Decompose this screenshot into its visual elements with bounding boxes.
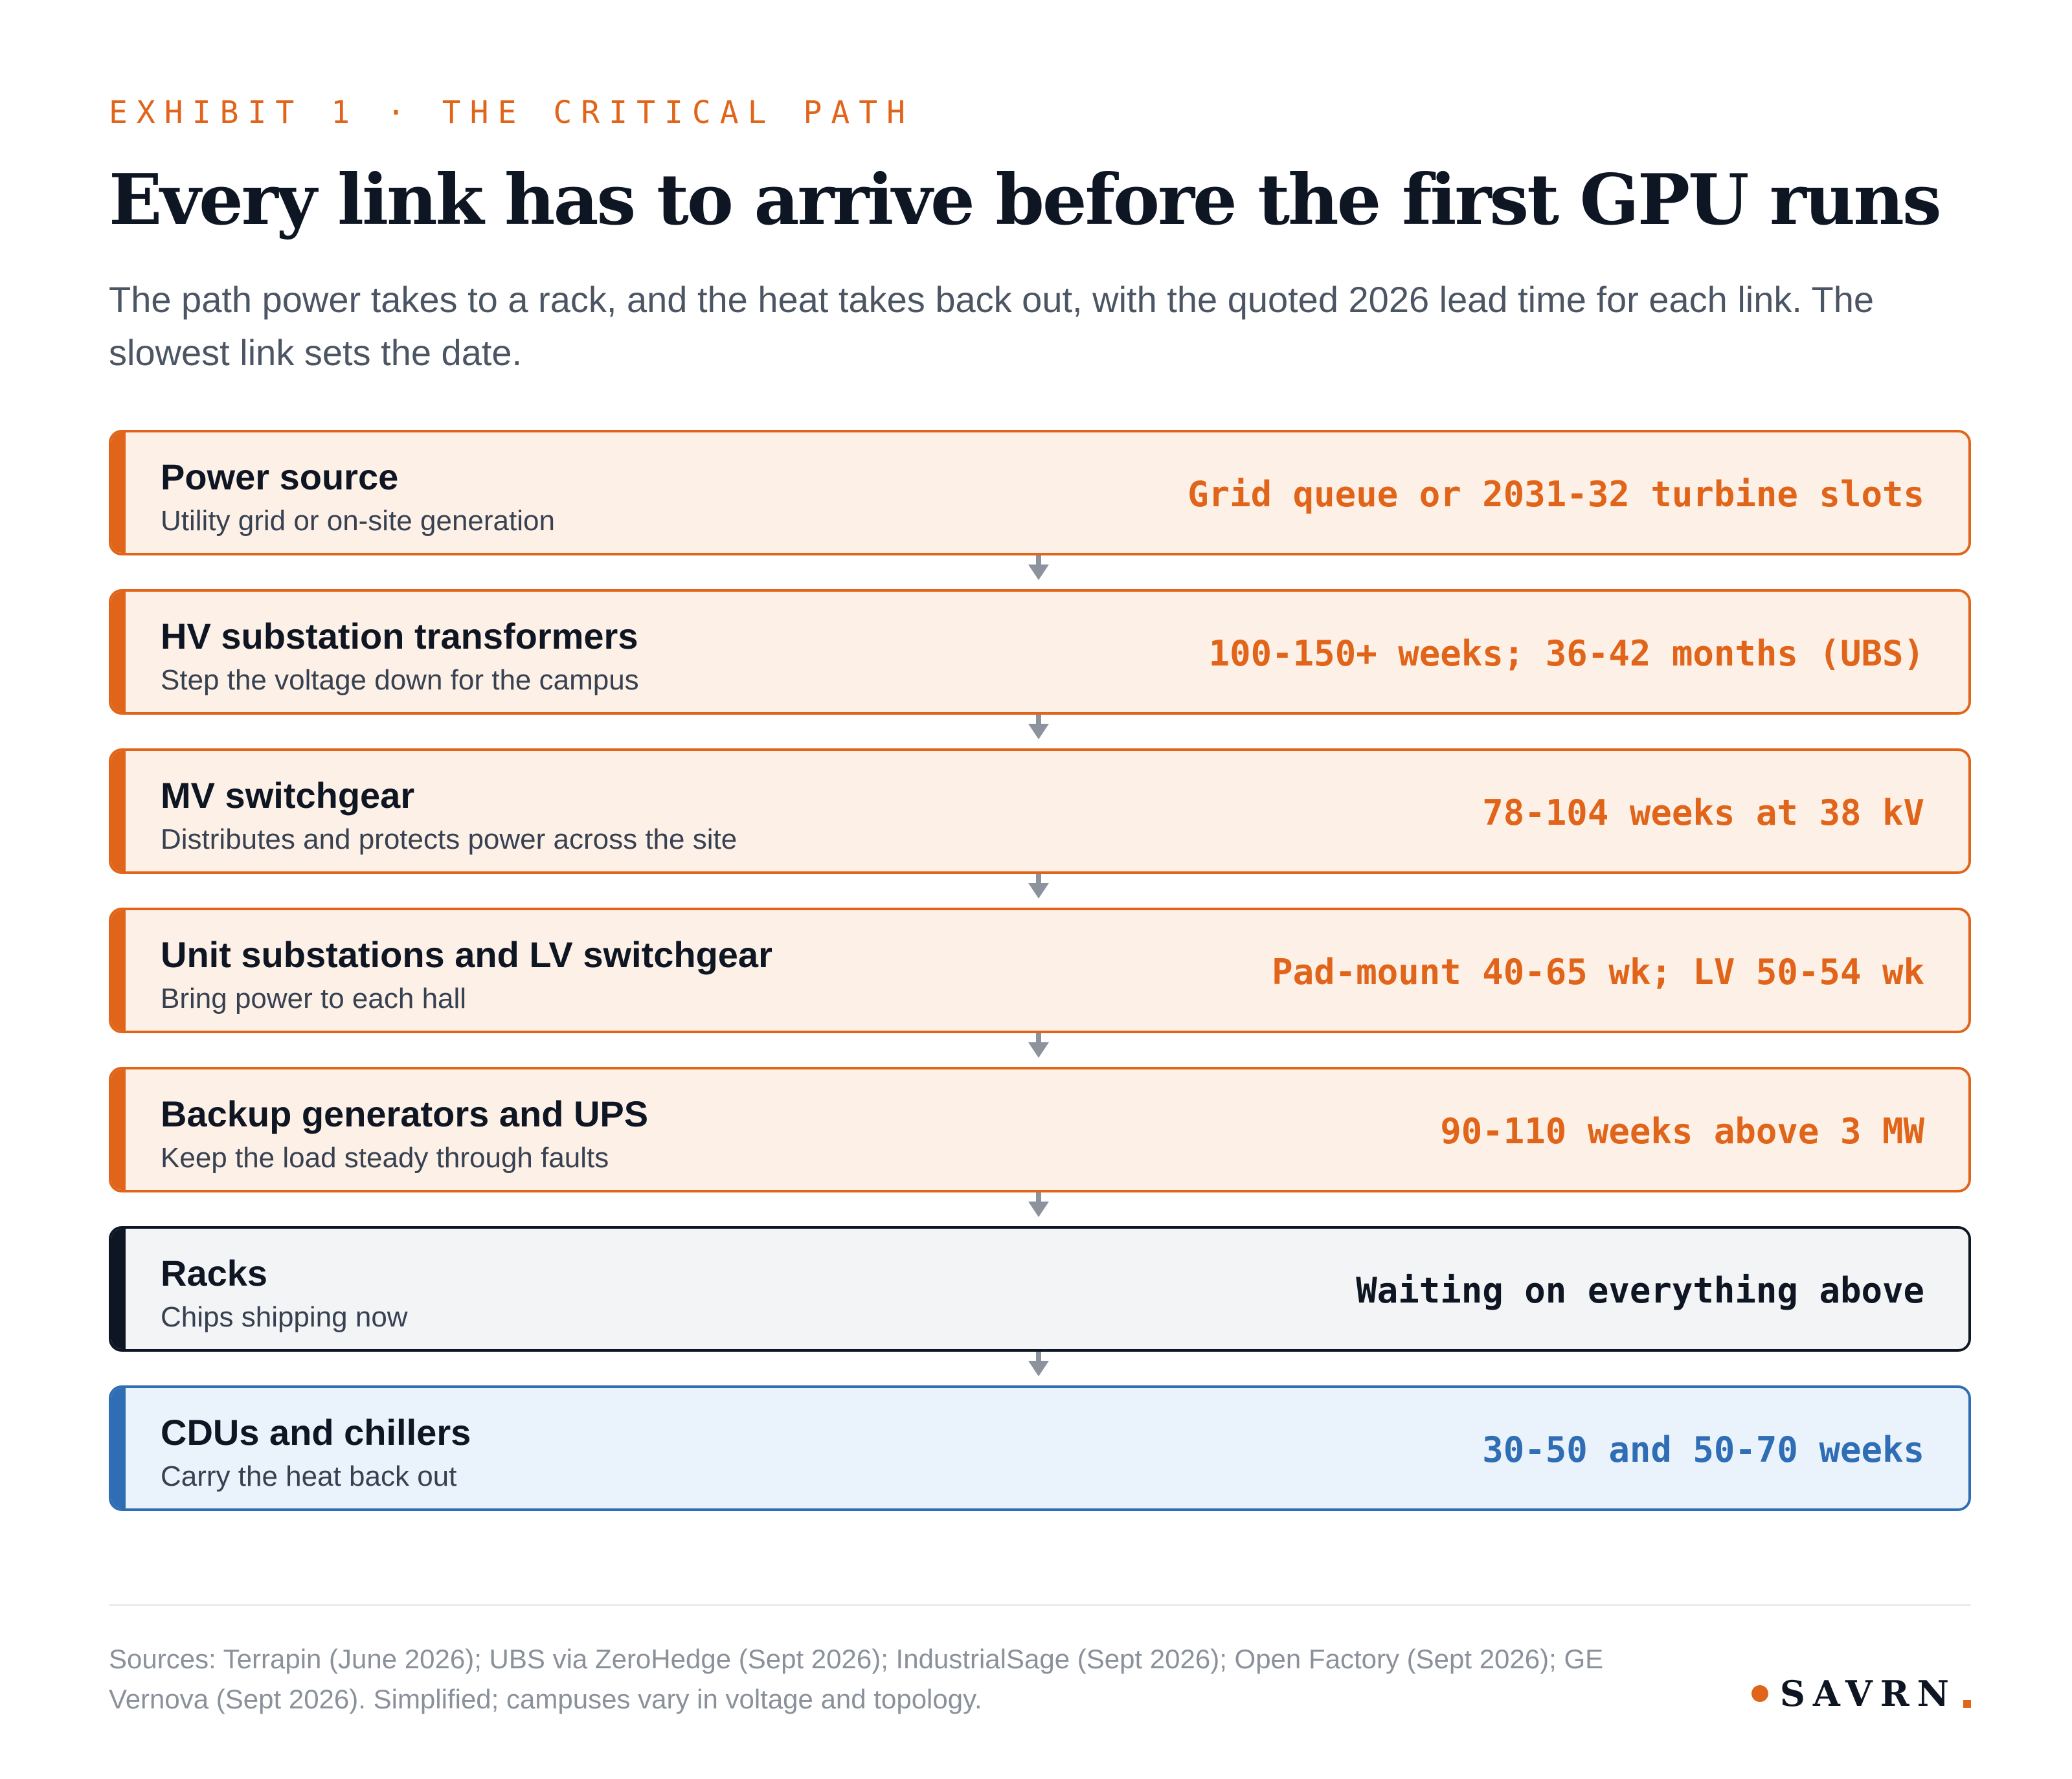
step-cdus-chillers: CDUs and chillers Carry the heat back ou… (109, 1385, 1971, 1511)
sources-note: Sources: Terrapin (June 2026); UBS via Z… (109, 1644, 1604, 1714)
accent-bar (111, 910, 126, 1031)
step-lead-time: Grid queue or 2031-32 turbine slots (1188, 474, 1924, 515)
step-description: Carry the heat back out (161, 1460, 457, 1492)
eyebrow: EXHIBIT 1 · THE CRITICAL PATH (109, 95, 915, 131)
step-lead-time: Pad-mount 40-65 wk; LV 50-54 wk (1272, 952, 1924, 992)
step-label: MV switchgear (161, 775, 415, 816)
step-description: Step the voltage down for the campus (161, 664, 639, 696)
step-lead-time: 78-104 weeks at 38 kV (1482, 792, 1924, 833)
down-arrow-icon (1024, 1192, 1053, 1217)
step-label: CDUs and chillers (161, 1412, 471, 1453)
accent-bar (111, 432, 126, 553)
dot-icon (1751, 1685, 1768, 1702)
step-unit-substations: Unit substations and LV switchgear Bring… (109, 908, 1971, 1033)
brand-logo: SAVRN (1751, 1673, 1971, 1714)
step-description: Keep the load steady through faults (161, 1142, 609, 1174)
step-lead-time: 30-50 and 50-70 weeks (1482, 1429, 1924, 1470)
accent-bar (111, 592, 126, 712)
down-arrow-icon (1024, 555, 1053, 580)
step-label: Racks (161, 1253, 268, 1293)
brand-period (1963, 1700, 1971, 1708)
step-racks: Racks Chips shipping now Waiting on ever… (109, 1226, 1971, 1352)
down-arrow-icon (1024, 715, 1053, 739)
step-description: Distributes and protects power across th… (161, 823, 738, 855)
step-mv-switchgear: MV switchgear Distributes and protects p… (109, 748, 1971, 874)
step-hv-substation-transformers: HV substation transformers Step the volt… (109, 589, 1971, 715)
step-label: HV substation transformers (161, 616, 638, 656)
step-label: Unit substations and LV switchgear (161, 934, 772, 975)
subtitle: The path power takes to a rack, and the … (109, 279, 1874, 373)
accent-bar (111, 1388, 126, 1508)
down-arrow-icon (1024, 1033, 1053, 1058)
step-description: Bring power to each hall (161, 983, 467, 1014)
critical-path-stack: Power source Utility grid or on-site gen… (109, 430, 1971, 1545)
step-lead-time: 90-110 weeks above 3 MW (1440, 1111, 1924, 1152)
step-backup-generators: Backup generators and UPS Keep the load … (109, 1067, 1971, 1192)
step-lead-time: 100-150+ weeks; 36-42 months (UBS) (1208, 633, 1924, 674)
accent-bar (111, 1069, 126, 1190)
accent-bar (111, 751, 126, 871)
down-arrow-icon (1024, 874, 1053, 899)
page-title: Every link has to arrive before the firs… (109, 159, 1942, 241)
brand-wordmark: SAVRN (1779, 1673, 1957, 1714)
down-arrow-icon (1024, 1352, 1053, 1376)
step-label: Backup generators and UPS (161, 1093, 649, 1134)
step-description: Utility grid or on-site generation (161, 505, 555, 537)
step-lead-time: Waiting on everything above (1356, 1270, 1924, 1311)
footer-divider (109, 1604, 1971, 1606)
step-description: Chips shipping now (161, 1301, 408, 1333)
step-power-source: Power source Utility grid or on-site gen… (109, 430, 1971, 555)
accent-bar (111, 1229, 126, 1349)
step-label: Power source (161, 456, 399, 497)
